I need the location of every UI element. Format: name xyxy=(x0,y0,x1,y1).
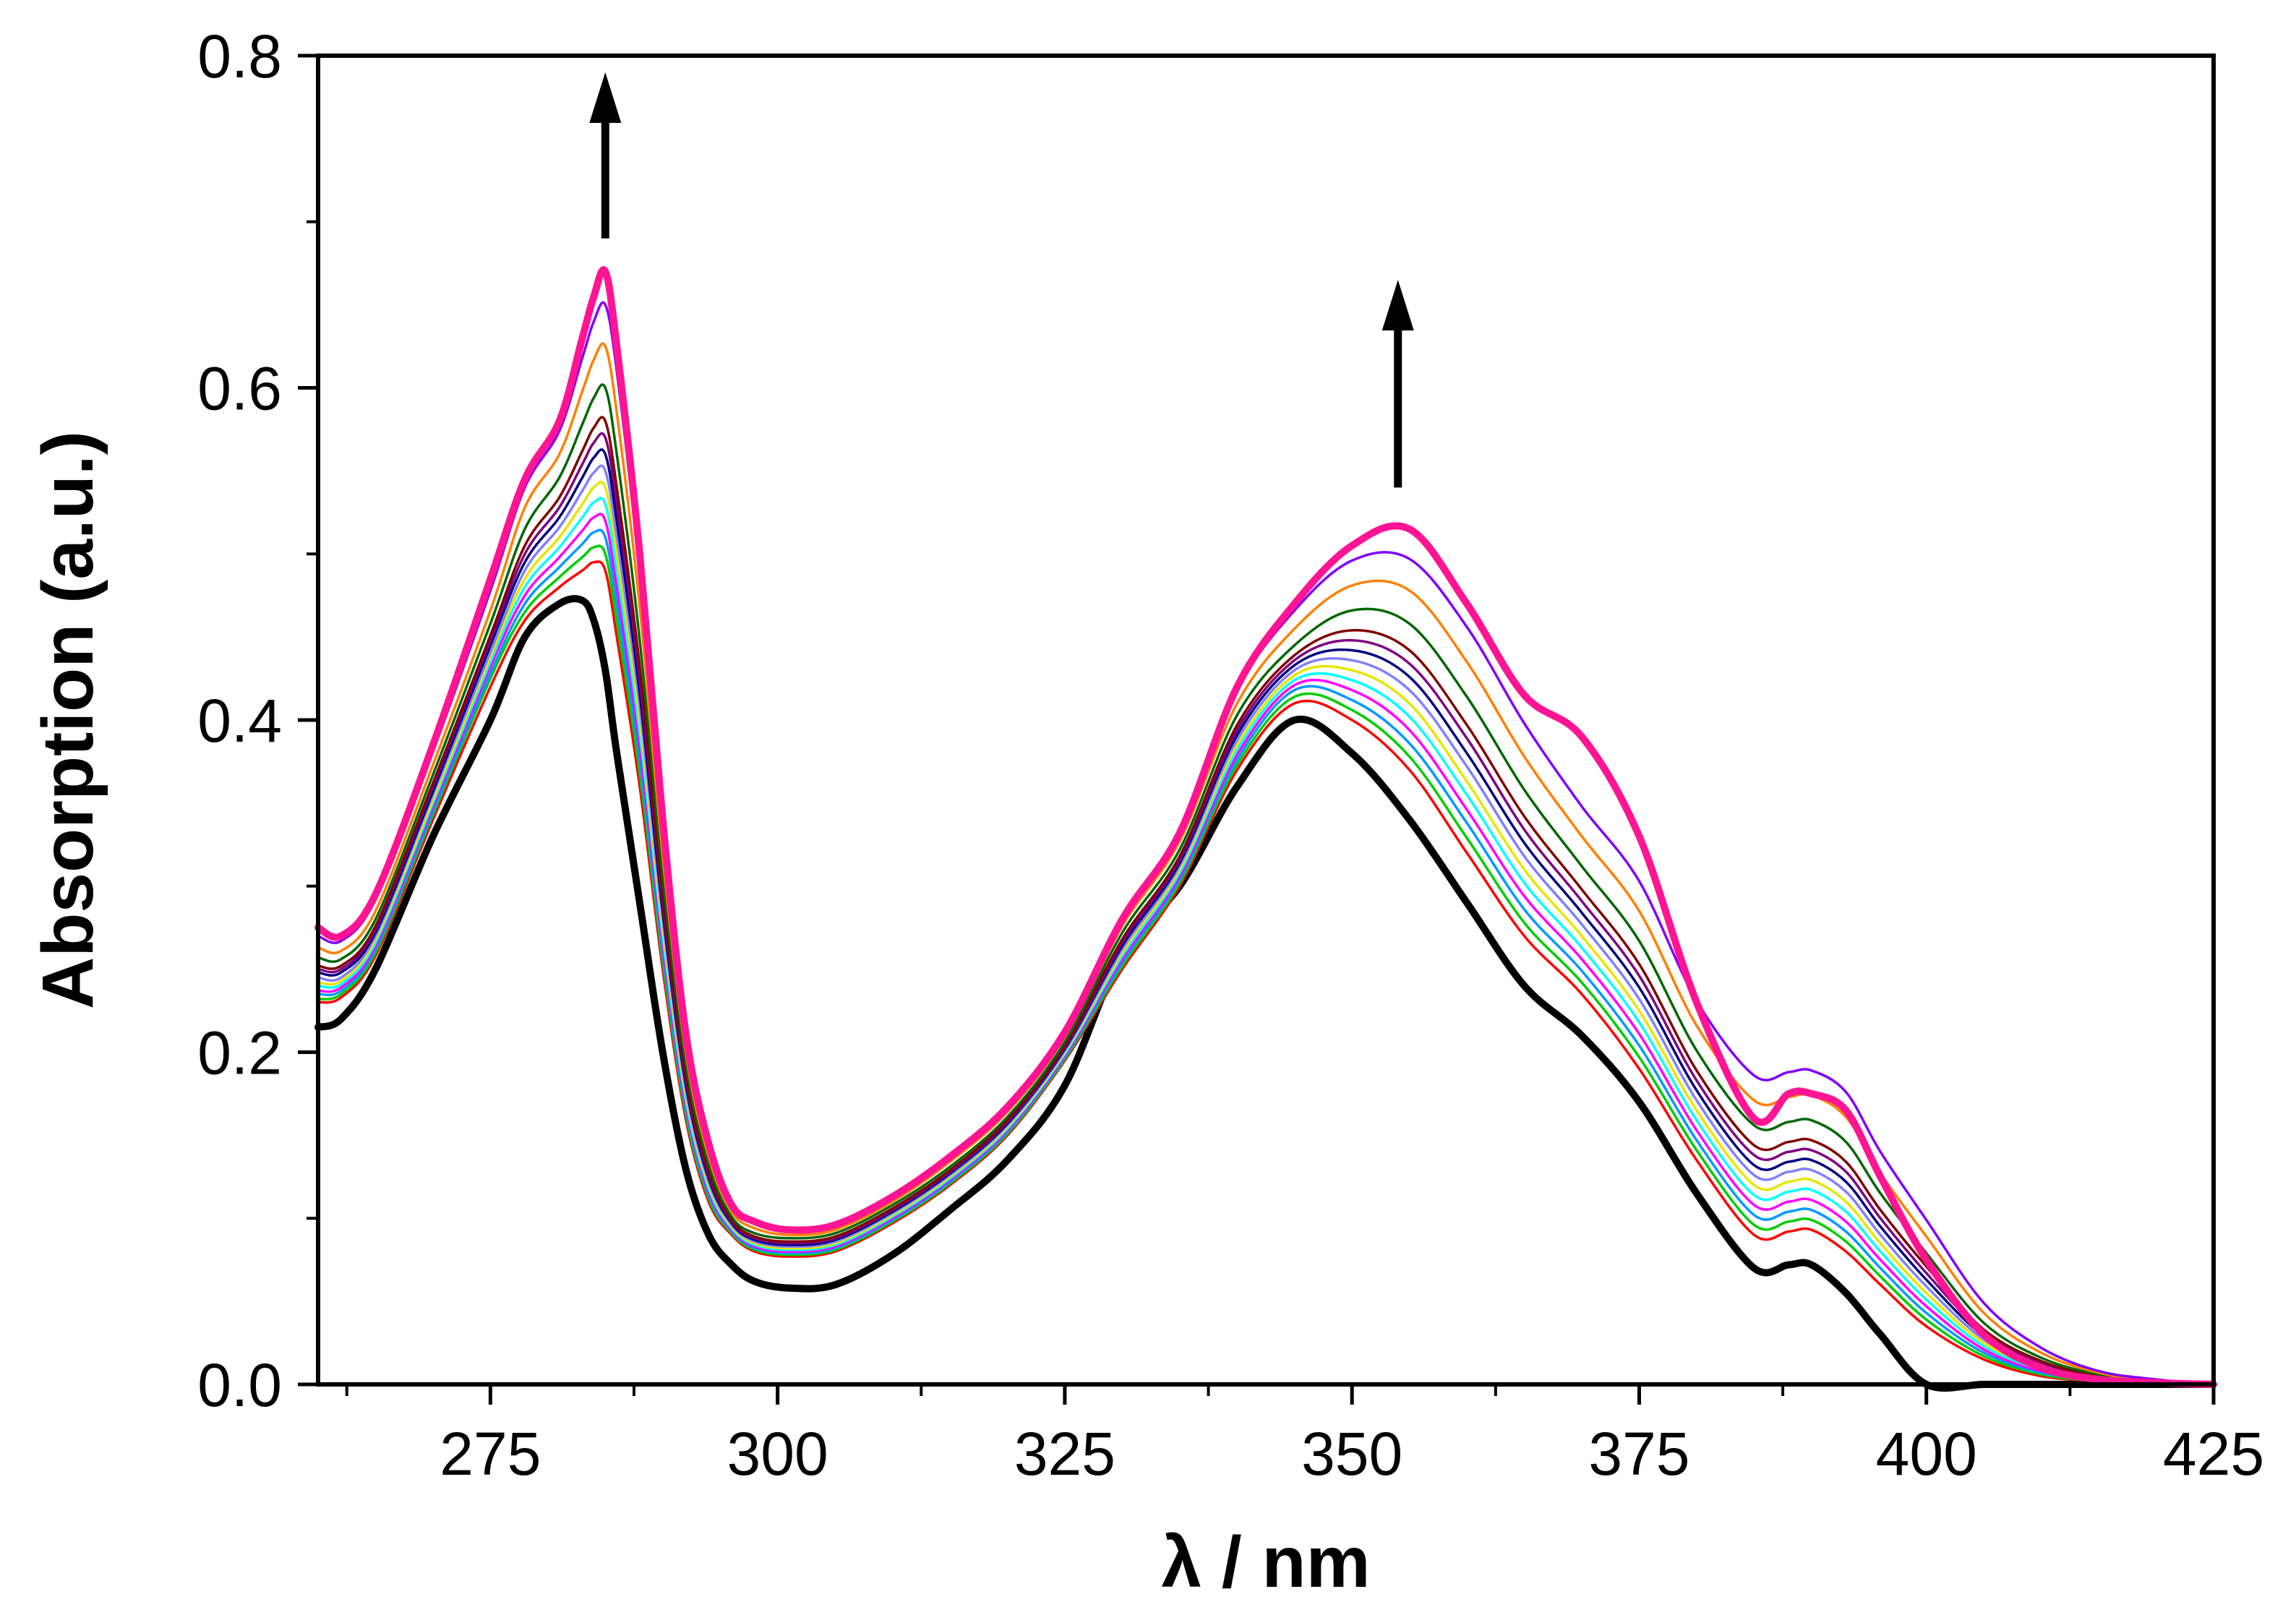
y-tick-label: 0.8 xyxy=(197,22,282,90)
x-tick-label: 350 xyxy=(1301,1420,1402,1488)
x-tick-label: 375 xyxy=(1588,1420,1689,1488)
arrow-head-0 xyxy=(589,72,622,123)
series-line-11 xyxy=(317,383,2215,1386)
arrow-head-1 xyxy=(1382,280,1414,331)
y-tick-label: 0.4 xyxy=(197,687,282,755)
x-tick-label: 275 xyxy=(440,1420,541,1488)
x-tick-label: 425 xyxy=(2163,1420,2264,1488)
series-line-14 xyxy=(314,266,2217,1388)
tick-layer: 275 300 325 350 375 400 425 0.0 0.2 0.4 0.6 0.8 xyxy=(197,22,2264,1488)
y-tick-label: 0.0 xyxy=(197,1351,282,1419)
series-layer xyxy=(314,266,2217,1392)
x-tick-label: 300 xyxy=(727,1420,828,1488)
series-line-0 xyxy=(314,595,2217,1392)
x-tick-label: 325 xyxy=(1014,1420,1115,1488)
series-line-10 xyxy=(317,416,2215,1386)
y-tick-label: 0.6 xyxy=(197,355,282,423)
y-axis-title: Absorption (a.u.) xyxy=(27,431,108,1009)
annotation-layer xyxy=(589,72,1414,488)
y-tick-label: 0.2 xyxy=(197,1019,282,1087)
x-axis-title: λ / nm xyxy=(1162,1522,1371,1603)
x-tick-label: 400 xyxy=(1876,1420,1977,1488)
